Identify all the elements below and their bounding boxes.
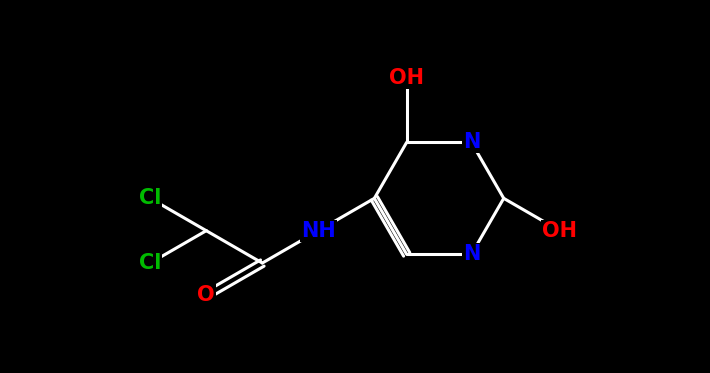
- Text: Cl: Cl: [139, 253, 161, 273]
- Text: NH: NH: [301, 221, 336, 241]
- Text: OH: OH: [389, 68, 424, 88]
- Text: N: N: [463, 244, 480, 264]
- Text: N: N: [463, 132, 480, 152]
- Text: Cl: Cl: [139, 188, 161, 209]
- Text: O: O: [197, 285, 215, 305]
- Text: OH: OH: [542, 221, 577, 241]
